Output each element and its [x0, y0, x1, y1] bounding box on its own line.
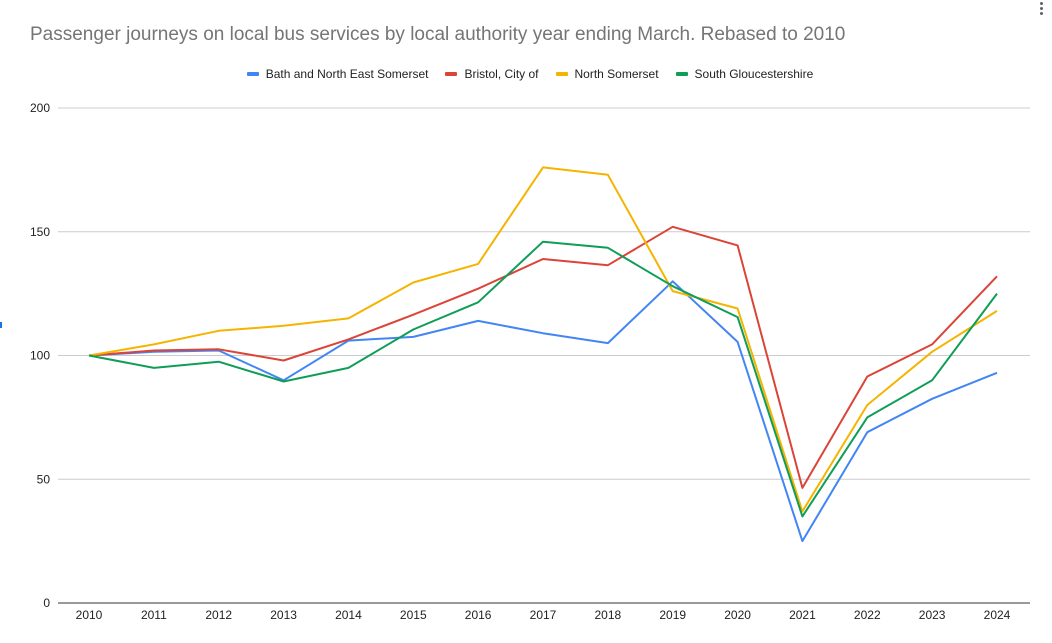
x-tick-label: 2015 — [400, 608, 427, 622]
legend-item-bristol[interactable]: Bristol, City of — [445, 67, 539, 81]
series-line-2[interactable] — [88, 166, 998, 513]
x-tick-label: 2016 — [465, 608, 492, 622]
x-tick-label: 2012 — [205, 608, 232, 622]
x-tick-label: 2019 — [659, 608, 686, 622]
series-line-0[interactable] — [88, 280, 998, 543]
legend-item-bath[interactable]: Bath and North East Somerset — [246, 67, 429, 81]
legend-label-bath: Bath and North East Somerset — [265, 67, 429, 81]
x-tick-label: 2018 — [595, 608, 622, 622]
selection-marker — [0, 322, 2, 328]
legend: Bath and North East Somerset Bristol, Ci… — [0, 67, 1052, 81]
y-tick-label: 0 — [43, 596, 50, 610]
legend-swatch-bath — [246, 72, 259, 76]
x-tick-label: 2017 — [530, 608, 557, 622]
x-tick-label: 2024 — [984, 608, 1011, 622]
legend-swatch-north-somerset — [555, 72, 568, 76]
legend-label-south-gloucestershire: South Gloucestershire — [694, 67, 814, 81]
chart-title: Passenger journeys on local bus services… — [30, 24, 846, 45]
x-tick-label: 2020 — [724, 608, 751, 622]
chart-menu-icon[interactable] — [1040, 2, 1044, 15]
x-tick-label: 2014 — [335, 608, 362, 622]
y-tick-label: 50 — [37, 472, 51, 486]
x-tick-label: 2011 — [141, 608, 167, 622]
x-tick-label: 2021 — [789, 608, 816, 622]
series-line-3[interactable] — [88, 240, 998, 518]
y-tick-label: 100 — [30, 349, 50, 363]
x-tick-label: 2023 — [919, 608, 946, 622]
y-tick-label: 150 — [30, 225, 50, 239]
x-tick-label: 2022 — [854, 608, 881, 622]
legend-swatch-south-gloucestershire — [675, 72, 688, 76]
legend-item-north-somerset[interactable]: North Somerset — [555, 67, 659, 81]
legend-swatch-bristol — [445, 72, 458, 76]
x-tick-label: 2013 — [270, 608, 297, 622]
legend-label-north-somerset: North Somerset — [574, 67, 659, 81]
y-tick-label: 200 — [30, 101, 50, 115]
series-line-1[interactable] — [88, 225, 998, 489]
legend-label-bristol: Bristol, City of — [464, 67, 539, 81]
x-tick-label: 2010 — [76, 608, 103, 622]
legend-item-south-gloucestershire[interactable]: South Gloucestershire — [675, 67, 814, 81]
